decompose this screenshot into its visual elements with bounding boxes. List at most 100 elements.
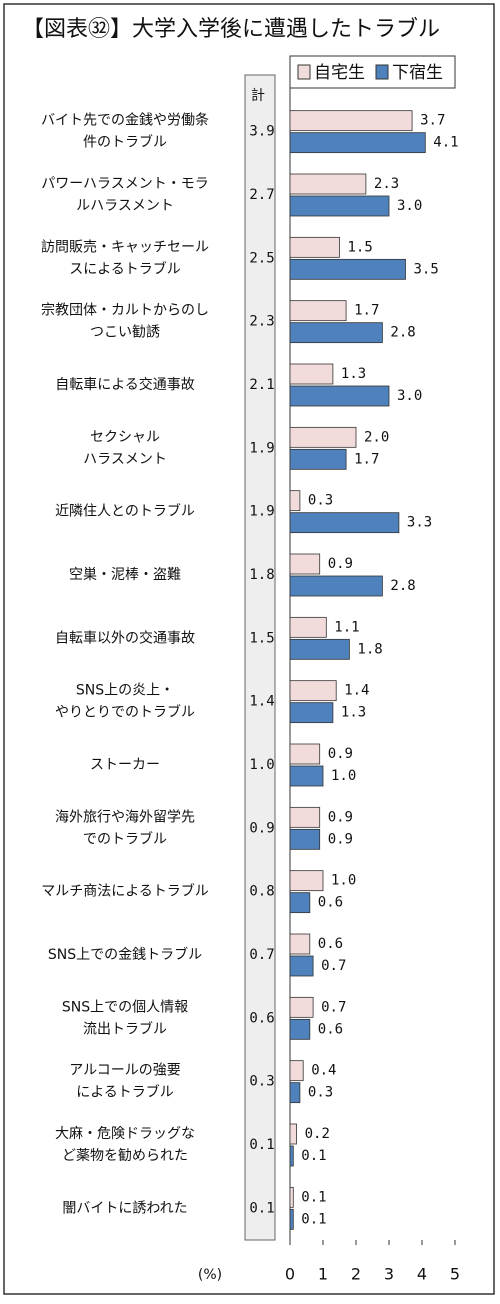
value-label: 2.8: [390, 578, 415, 594]
value-label: 1.3: [341, 705, 366, 721]
total-value: 1.9: [249, 440, 274, 456]
value-label: 0.7: [321, 958, 346, 974]
category-label: やりとりでのトラブル: [55, 704, 195, 721]
value-label: 1.4: [344, 683, 369, 699]
category-label: ど薬物を勧められた: [62, 1147, 188, 1164]
bar: [289, 195, 390, 217]
total-value: 1.4: [249, 694, 274, 710]
bar: [289, 870, 324, 892]
category-label: ストーカー: [90, 757, 160, 773]
bar: [289, 258, 406, 280]
value-label: 0.3: [308, 493, 333, 509]
bar: [289, 828, 321, 850]
value-label: 0.1: [301, 1211, 326, 1227]
x-unit: (%): [198, 1267, 222, 1283]
value-label: 0.9: [328, 809, 353, 825]
category-label: 自転車以外の交通事故: [55, 629, 195, 646]
total-value: 1.0: [249, 757, 274, 773]
legend-label: 下宿生: [392, 63, 443, 83]
category-label: 流出トラブル: [83, 1020, 167, 1037]
category-label: によるトラブル: [76, 1084, 174, 1101]
bar: [289, 1060, 304, 1082]
value-label: 1.0: [331, 768, 356, 784]
category-label: 闇バイトに誘われた: [62, 1200, 187, 1216]
total-value: 2.1: [249, 377, 274, 393]
category-label: 訪問販売・キャッチセール: [41, 239, 209, 255]
bar: [289, 322, 383, 344]
category-label: SNS上での個人情報: [62, 999, 188, 1015]
category-label: 海外旅行や海外留学先: [55, 809, 195, 825]
bar: [289, 110, 413, 132]
value-label: 4.1: [433, 135, 458, 151]
category-label: バイト先での金銭や労働条: [41, 112, 209, 129]
value-label: 3.3: [407, 515, 432, 531]
bar: [289, 300, 347, 322]
category-label: アルコールの強要: [69, 1063, 181, 1079]
value-label: 0.3: [308, 1085, 333, 1101]
x-tick-label: 2: [351, 1265, 361, 1284]
value-label: 0.1: [301, 1148, 326, 1164]
x-tick-label: 5: [450, 1265, 460, 1284]
bar: [289, 448, 347, 470]
legend-label: 自宅生: [314, 63, 365, 83]
bar: [289, 385, 390, 407]
bar: [289, 1123, 297, 1145]
value-label: 3.0: [397, 388, 422, 404]
bar: [289, 806, 321, 828]
bar: [289, 955, 314, 977]
value-label: 0.7: [321, 999, 346, 1015]
total-value: 1.9: [249, 504, 274, 520]
value-label: 0.1: [301, 1189, 326, 1205]
category-label: つこい勧誘: [90, 324, 160, 341]
category-label: SNS上での金銭トラブル: [48, 946, 202, 963]
bar: [289, 933, 311, 955]
value-label: 0.6: [318, 936, 343, 952]
bar: [289, 1208, 294, 1230]
bar: [289, 765, 324, 787]
value-label: 0.2: [305, 1126, 330, 1142]
value-label: 1.7: [354, 303, 379, 319]
total-value: 0.7: [249, 947, 274, 963]
category-label: 件のトラブル: [83, 134, 167, 151]
value-label: 1.1: [334, 619, 359, 635]
category-label: パワーハラスメント・モラ: [41, 176, 208, 192]
value-label: 2.3: [374, 176, 399, 192]
category-label: セクシャル: [90, 429, 160, 445]
total-header: 計: [251, 88, 265, 104]
legend-swatch: [375, 64, 389, 80]
value-label: 0.6: [318, 895, 343, 911]
value-label: 0.9: [328, 556, 353, 572]
bar: [289, 702, 334, 724]
total-value: 2.7: [249, 187, 274, 203]
bar: [289, 512, 400, 534]
value-label: 1.7: [354, 451, 379, 467]
x-tick-label: 1: [318, 1265, 328, 1284]
category-label: SNS上の炎上・: [76, 683, 174, 699]
total-value: 1.8: [249, 567, 274, 583]
bar: [289, 575, 383, 597]
bar: [289, 363, 334, 385]
bar: [289, 426, 357, 448]
bar: [289, 236, 340, 258]
category-label: 自転車による交通事故: [55, 376, 195, 393]
bar: [289, 680, 337, 702]
bar: [289, 132, 426, 154]
value-label: 0.4: [311, 1063, 336, 1079]
bar: [289, 1018, 311, 1040]
value-label: 1.0: [331, 873, 356, 889]
total-value: 0.3: [249, 1074, 274, 1090]
bar: [289, 892, 311, 914]
x-tick-label: 0: [285, 1265, 295, 1284]
x-tick-label: 3: [384, 1265, 394, 1284]
total-value: 3.9: [249, 124, 274, 140]
total-value: 0.1: [249, 1200, 274, 1216]
category-label: 近隣住人とのトラブル: [55, 503, 195, 520]
bar: [289, 616, 327, 638]
value-label: 3.5: [414, 261, 439, 277]
legend-swatch: [297, 64, 311, 80]
total-value: 0.6: [249, 1010, 274, 1026]
value-label: 0.9: [328, 831, 353, 847]
category-label: 空巣・泥棒・盗難: [69, 567, 181, 583]
total-value: 0.9: [249, 820, 274, 836]
